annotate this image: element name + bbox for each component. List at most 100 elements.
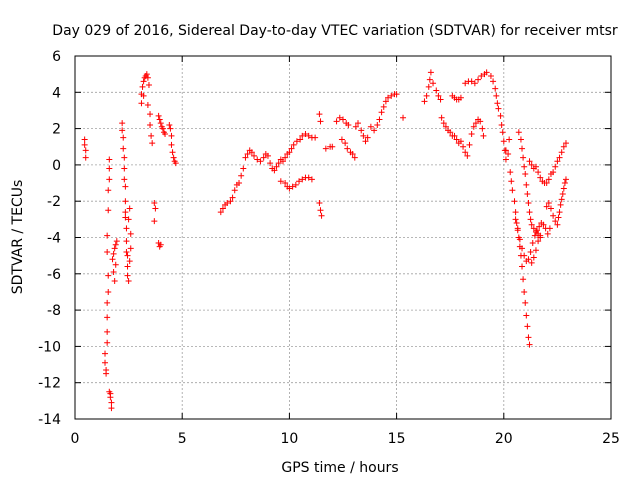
data-point [139, 83, 146, 90]
data-point [498, 121, 505, 128]
data-point [532, 163, 539, 170]
data-point [512, 216, 519, 223]
data-point [435, 92, 442, 99]
data-point [289, 183, 296, 190]
data-point [81, 136, 88, 143]
data-point [466, 141, 473, 148]
y-tick-label: 0 [52, 158, 61, 174]
data-point [103, 370, 110, 377]
x-axis-label: GPS time / hours [281, 460, 398, 476]
data-point [536, 223, 543, 230]
data-point [104, 232, 111, 239]
data-point [529, 239, 536, 246]
data-point [248, 149, 255, 156]
data-point [555, 214, 562, 221]
data-point [147, 121, 154, 128]
data-point [388, 92, 395, 99]
data-point [349, 151, 356, 158]
data-point [106, 165, 113, 172]
data-point [127, 230, 134, 237]
data-point [521, 163, 528, 170]
data-point [495, 105, 502, 112]
data-point [502, 147, 509, 154]
data-point [477, 118, 484, 125]
data-point [544, 230, 551, 237]
data-point [102, 359, 109, 366]
data-point [511, 198, 518, 205]
data-point [308, 176, 315, 183]
data-point [522, 299, 529, 306]
data-point [111, 245, 118, 252]
data-point [305, 174, 312, 181]
plot-frame [74, 55, 612, 420]
y-tick-label: -12 [38, 376, 61, 392]
data-point [125, 216, 132, 223]
data-point [552, 163, 559, 170]
data-point [550, 169, 557, 176]
data-point [352, 123, 359, 130]
data-point [552, 218, 559, 225]
data-point [460, 143, 467, 150]
data-point [151, 218, 158, 225]
data-point [120, 145, 127, 152]
data-point [523, 181, 530, 188]
data-point [442, 123, 449, 130]
data-point [224, 200, 231, 207]
data-point [480, 132, 487, 139]
data-point [505, 151, 512, 158]
data-point [342, 140, 349, 147]
data-point [121, 165, 128, 172]
data-point [490, 78, 497, 85]
data-point [479, 125, 486, 132]
data-point [169, 149, 176, 156]
data-point [374, 121, 381, 128]
data-point [506, 136, 513, 143]
data-point [275, 160, 282, 167]
data-point [462, 149, 469, 156]
data-point [113, 238, 120, 245]
data-point [155, 112, 162, 119]
data-point [362, 138, 369, 145]
data-point [317, 118, 324, 125]
data-point [127, 245, 134, 252]
data-point [219, 205, 226, 212]
x-tick-label: 10 [280, 431, 298, 447]
data-point [296, 178, 303, 185]
data-point [423, 92, 430, 99]
data-point [123, 225, 130, 232]
x-tick-label: 20 [495, 431, 513, 447]
data-point [267, 160, 274, 167]
data-point [140, 78, 147, 85]
data-point [140, 92, 147, 99]
data-point [312, 134, 319, 141]
data-point [172, 160, 179, 167]
data-point [433, 87, 440, 94]
data-point [499, 129, 506, 136]
data-point [513, 219, 520, 226]
data-point [122, 209, 129, 216]
data-point [292, 181, 299, 188]
data-point [229, 194, 236, 201]
grid-lines [75, 56, 611, 419]
data-point [286, 149, 293, 156]
data-point [540, 221, 547, 228]
data-point [520, 154, 527, 161]
data-point [560, 185, 567, 192]
data-point [524, 190, 531, 197]
data-point [125, 278, 132, 285]
data-point [122, 214, 129, 221]
data-point [447, 129, 454, 136]
data-point [430, 80, 437, 87]
data-point [231, 187, 238, 194]
data-point [299, 132, 306, 139]
data-point [358, 127, 365, 134]
data-point [344, 145, 351, 152]
data-point [478, 72, 485, 79]
data-point [316, 111, 323, 118]
data-point [502, 156, 509, 163]
data-point [492, 85, 499, 92]
data-point [560, 143, 567, 150]
data-point [376, 116, 383, 123]
data-point [515, 129, 522, 136]
data-point [550, 212, 557, 219]
